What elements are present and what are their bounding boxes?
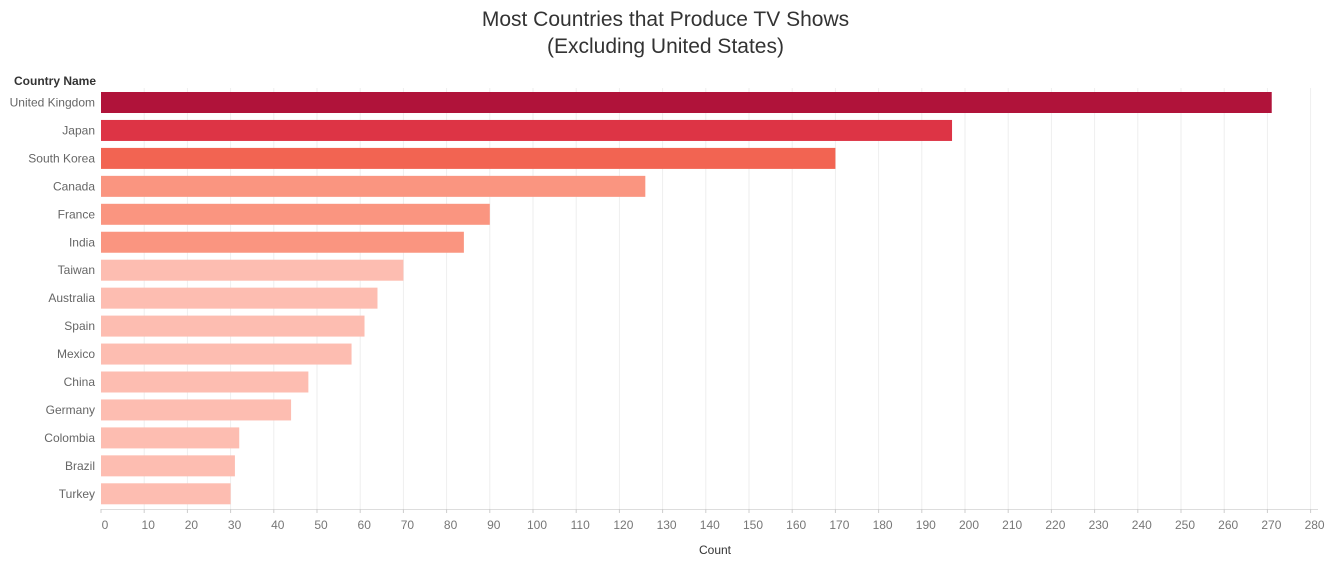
bar[interactable] — [101, 455, 235, 477]
category-label: Spain — [64, 319, 95, 333]
x-tick-label: 30 — [228, 518, 242, 532]
chart-title-line-2: (Excluding United States) — [547, 35, 784, 58]
x-tick-label: 0 — [102, 518, 109, 532]
category-label: Canada — [53, 179, 95, 193]
bar[interactable] — [101, 203, 490, 225]
x-tick-label: 260 — [1218, 518, 1238, 532]
x-tick-label: 20 — [185, 518, 199, 532]
x-tick-label: 190 — [916, 518, 936, 532]
x-tick-label: 50 — [314, 518, 328, 532]
bar[interactable] — [101, 371, 309, 393]
bar[interactable] — [101, 427, 240, 449]
bar[interactable] — [101, 259, 404, 281]
category-label: Taiwan — [58, 263, 95, 277]
category-label: South Korea — [28, 151, 95, 165]
x-tick-label: 220 — [1045, 518, 1065, 532]
bar[interactable] — [101, 231, 464, 253]
x-tick-label: 230 — [1089, 518, 1109, 532]
x-tick-label: 280 — [1305, 518, 1325, 532]
bar[interactable] — [101, 483, 231, 505]
category-label: China — [64, 375, 96, 389]
bar[interactable] — [101, 175, 646, 197]
bar[interactable] — [101, 147, 836, 169]
category-label: Colombia — [44, 431, 95, 445]
x-tick-label: 150 — [743, 518, 763, 532]
category-label: Mexico — [57, 347, 95, 361]
chart-title-line-1: Most Countries that Produce TV Shows — [481, 8, 850, 31]
x-tick-label: 10 — [142, 518, 156, 532]
x-tick-label: 250 — [1175, 518, 1195, 532]
bar[interactable] — [101, 399, 292, 421]
category-label: Turkey — [59, 487, 95, 501]
x-tick-label: 40 — [271, 518, 285, 532]
x-tick-label: 210 — [1002, 518, 1022, 532]
bar[interactable] — [101, 343, 352, 365]
bar[interactable] — [101, 92, 1272, 113]
category-label: France — [58, 207, 96, 221]
x-tick-label: 160 — [786, 518, 806, 532]
bar[interactable] — [101, 315, 365, 337]
x-tick-label: 170 — [829, 518, 849, 532]
row-header: Country Name — [14, 74, 97, 88]
x-tick-label: 90 — [487, 518, 501, 532]
category-label: India — [69, 235, 95, 249]
x-tick-label: 240 — [1132, 518, 1152, 532]
x-tick-label: 270 — [1261, 518, 1281, 532]
category-label: Brazil — [65, 459, 95, 473]
category-label: United Kingdom — [10, 96, 95, 110]
bar[interactable] — [101, 119, 953, 141]
x-tick-label: 70 — [401, 518, 415, 532]
x-tick-label: 110 — [571, 518, 590, 532]
category-label: Germany — [46, 403, 95, 417]
x-tick-label: 120 — [613, 518, 633, 532]
category-label: Australia — [48, 291, 95, 305]
x-tick-label: 130 — [657, 518, 677, 532]
bar[interactable] — [101, 287, 378, 309]
x-tick-label: 60 — [358, 518, 372, 532]
category-label: Japan — [62, 123, 95, 137]
x-axis-title: Count — [699, 543, 732, 557]
x-tick-label: 80 — [444, 518, 458, 532]
x-tick-label: 200 — [959, 518, 979, 532]
x-tick-label: 100 — [527, 518, 547, 532]
x-tick-label: 180 — [873, 518, 893, 532]
x-tick-label: 140 — [700, 518, 720, 532]
